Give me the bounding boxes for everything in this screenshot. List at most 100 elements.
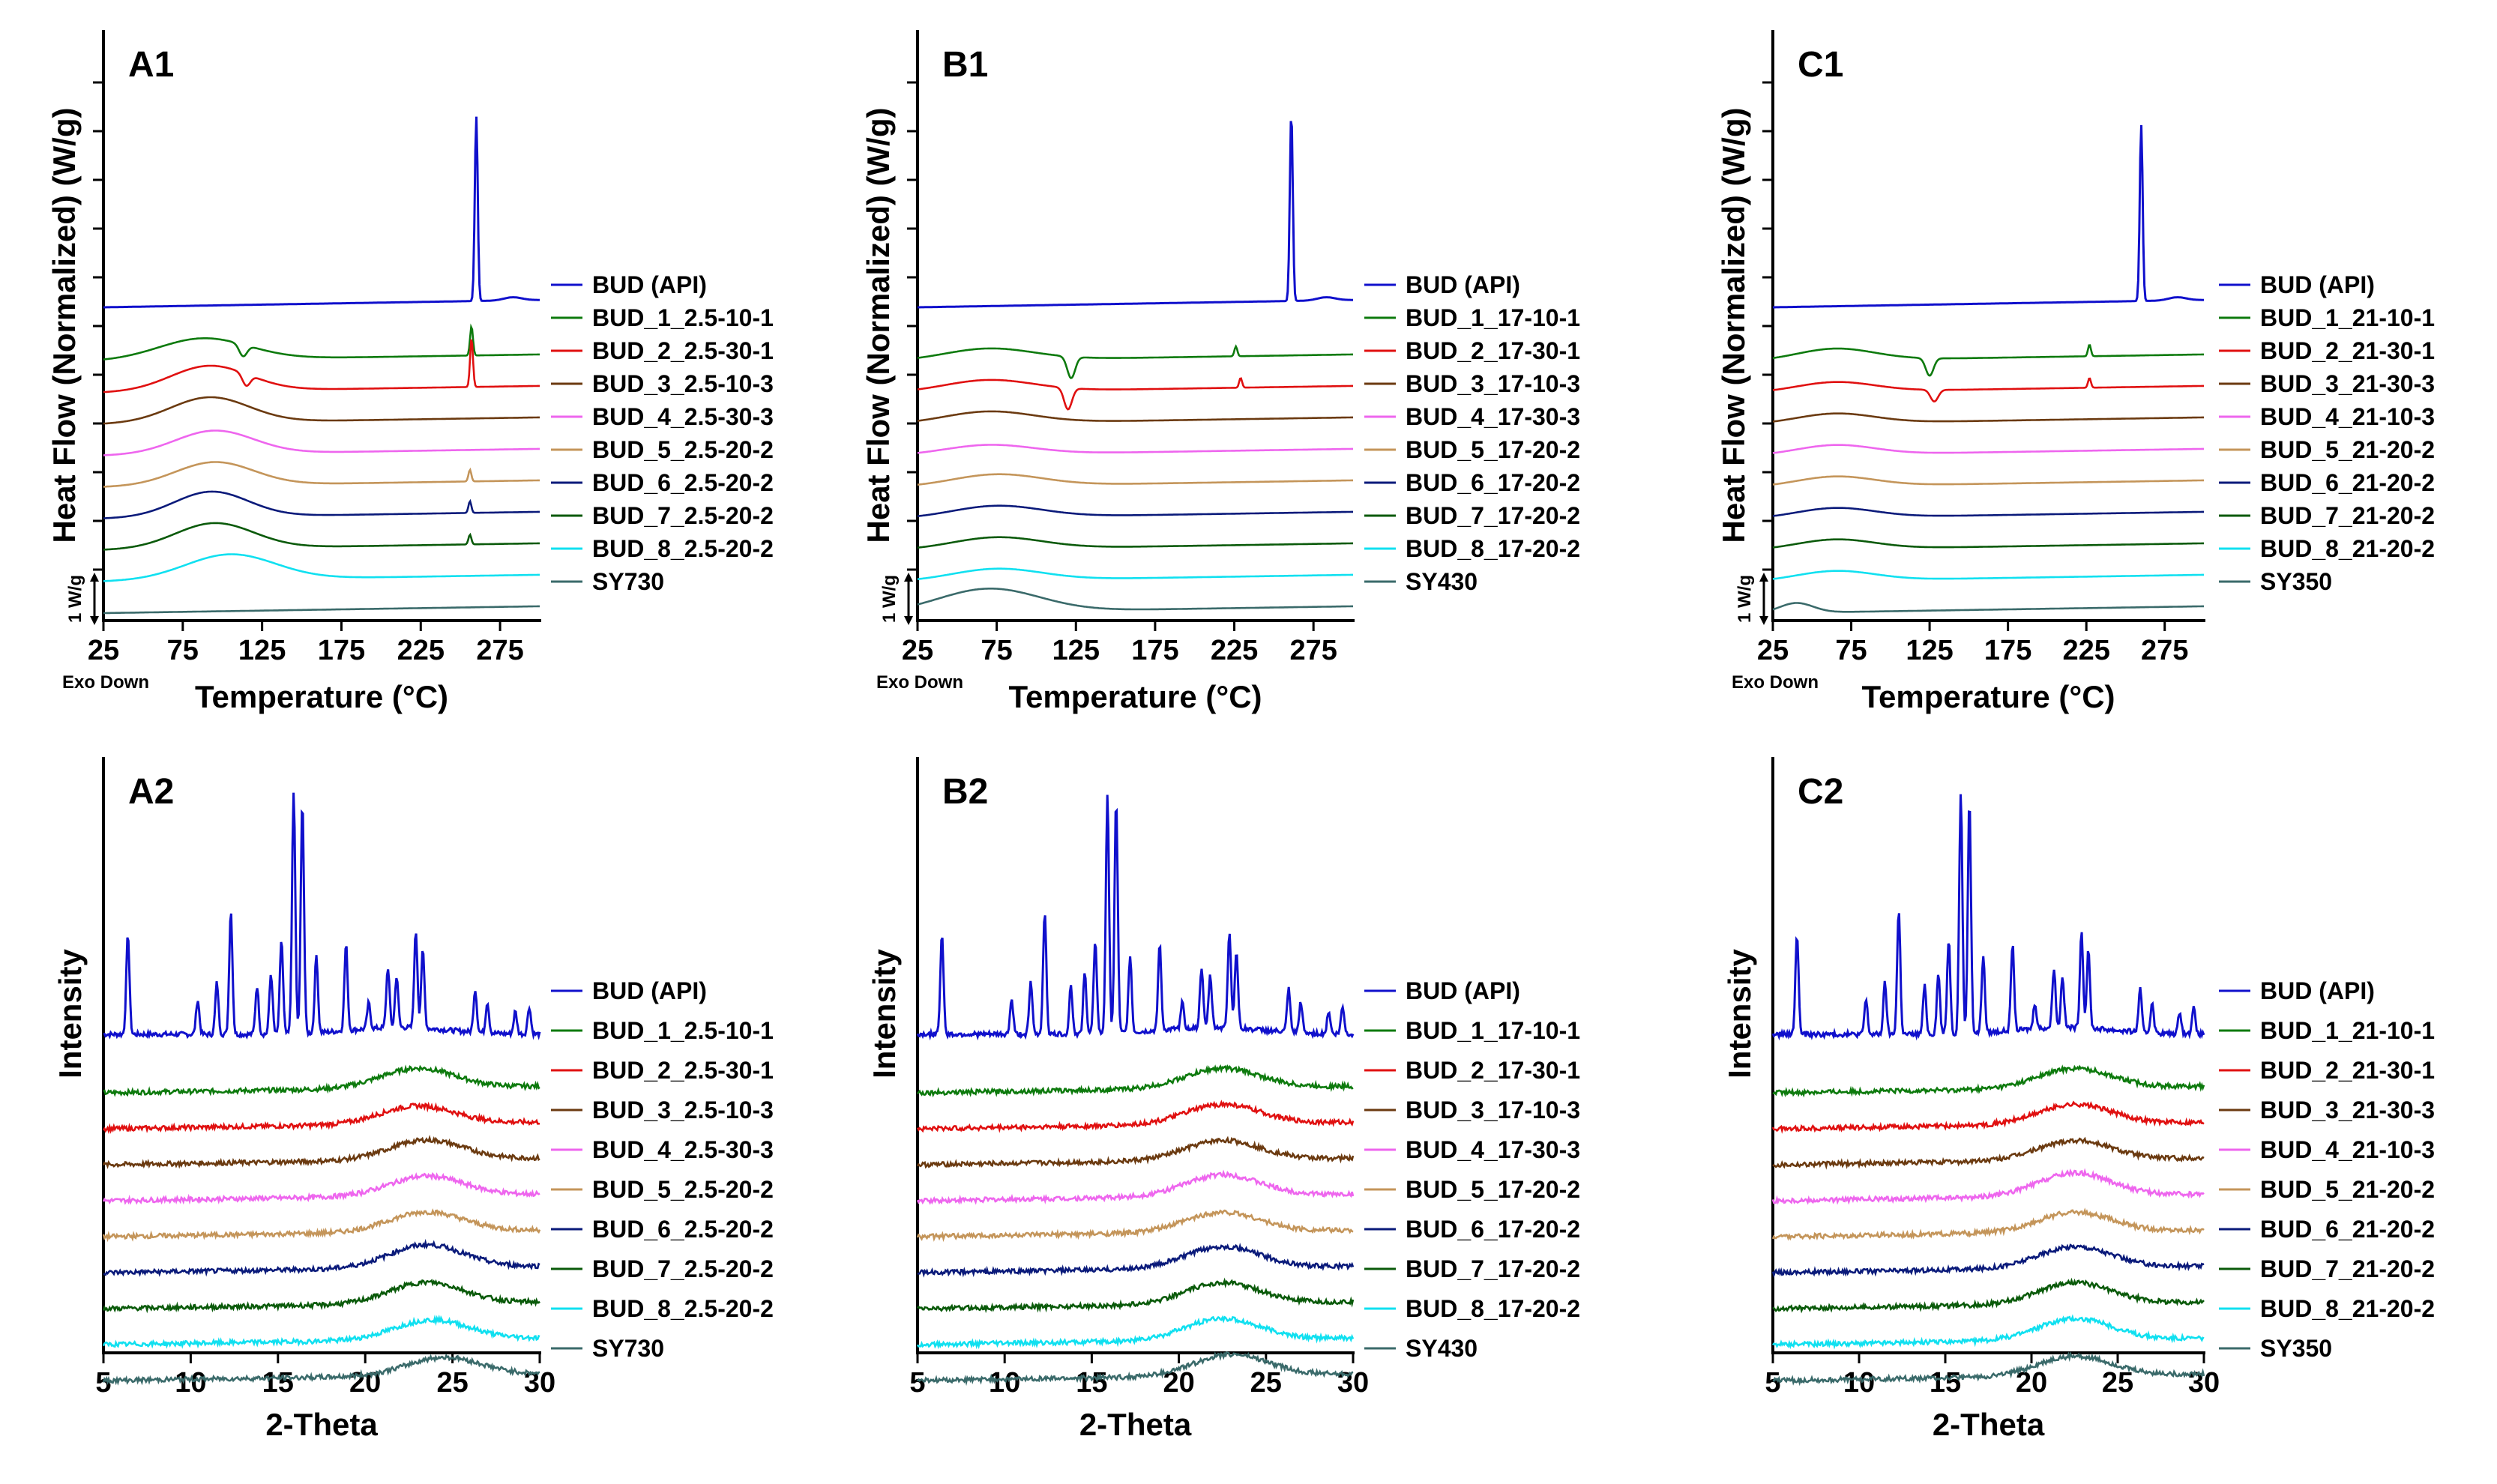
x-tick-label: 275 [1289, 635, 1337, 666]
x-tick-label: 10 [175, 1367, 206, 1399]
panel-title: C2 [1798, 772, 1843, 812]
x-tick-label: 5 [1765, 1367, 1780, 1399]
legend-label: BUD (API) [2260, 977, 2375, 1004]
series-line-SY350 [1772, 1351, 2205, 1387]
legend-label: BUD_2_21-30-1 [2260, 1057, 2435, 1084]
legend-label: BUD_8_2.5-20-2 [592, 1295, 774, 1322]
x-tick-label: 15 [1076, 1367, 1107, 1399]
legend-label: BUD_1_21-10-1 [2260, 1017, 2435, 1044]
series-line-BUD_5_17-20-2 [917, 473, 1353, 486]
series-line-BUD_2_21-30-1 [1771, 1100, 2205, 1134]
y-axis-label: Intensity [52, 949, 88, 1079]
scale-bar-arrow-down [904, 616, 913, 625]
series-line-BUD (API) [918, 121, 1353, 309]
legend-label: BUD (API) [592, 977, 707, 1004]
x-tick-label: 125 [238, 635, 286, 666]
y-axis-label: Heat Flow (Normalized) (W/g) [46, 108, 82, 543]
legend-label: BUD_4_17-30-3 [1406, 1136, 1580, 1163]
series-line-BUD_6_21-20-2 [1772, 507, 2204, 517]
series-line-BUD_4_2.5-30-3 [103, 429, 540, 456]
series-line-BUD_2_17-30-1 [916, 1100, 1355, 1133]
legend-label: BUD_1_2.5-10-1 [592, 1017, 774, 1044]
series-line-BUD_1_2.5-10-1 [103, 323, 540, 361]
legend-label: BUD_7_17-20-2 [1406, 502, 1580, 529]
series-line-BUD_5_21-20-2 [1772, 475, 2204, 486]
x-tick-label: 175 [1131, 635, 1178, 666]
panel-C1: 25 75 125 175 225 275 C1 Temperature (°C) Heat F… [1716, 30, 2435, 714]
x-tick-label: 75 [1835, 635, 1867, 666]
legend-label: BUD_1_17-10-1 [1406, 304, 1580, 331]
series-line-BUD_8_2.5-20-2 [103, 553, 540, 582]
series-line-BUD_1_2.5-10-1 [103, 1064, 540, 1097]
legend-label: BUD_6_21-20-2 [2260, 469, 2435, 496]
exo-note: Exo Down [62, 672, 149, 693]
series-line-BUD (API) [103, 792, 541, 1041]
series-line-BUD_7_21-20-2 [1772, 538, 2204, 549]
series-line-BUD_7_17-20-2 [917, 536, 1353, 549]
series-line-BUD_3_21-30-3 [1772, 412, 2204, 423]
legend-label: BUD_2_2.5-30-1 [592, 337, 774, 364]
x-tick-label: 25 [88, 635, 119, 666]
scale-bar-label: 1 W/g [1735, 575, 1755, 623]
series-line-BUD_7_17-20-2 [916, 1277, 1355, 1314]
x-axis-label: Temperature (°C) [195, 679, 448, 714]
y-axis-label: Heat Flow (Normalized) (W/g) [861, 108, 896, 543]
exo-note: Exo Down [1732, 672, 1819, 693]
series-line-BUD_8_17-20-2 [916, 1315, 1355, 1350]
series-line-SY350 [1772, 602, 2204, 613]
series-line-BUD_4_17-30-3 [916, 1169, 1355, 1205]
panel-A1: 25 75 125 175 225 275 A1 Temperature (°C) Heat F… [46, 30, 774, 714]
legend-label: BUD_1_2.5-10-1 [592, 304, 774, 331]
series-line-BUD_8_2.5-20-2 [102, 1314, 540, 1349]
x-tick-label: 5 [95, 1367, 111, 1399]
legend-label: BUD (API) [1406, 977, 1520, 1004]
x-tick-label: 25 [1757, 635, 1789, 666]
legend-label: BUD_5_17-20-2 [1406, 1176, 1580, 1203]
legend-label: BUD_2_21-30-1 [2260, 337, 2435, 364]
series-line-BUD_3_17-10-3 [916, 1135, 1355, 1169]
legend-label: BUD_5_21-20-2 [2260, 436, 2435, 463]
series-line-BUD_3_2.5-10-3 [102, 1135, 540, 1169]
y-axis-label: Heat Flow (Normalized) (W/g) [1716, 108, 1751, 543]
series-line-SY730 [102, 1353, 540, 1386]
legend-label: BUD_8_21-20-2 [2260, 1295, 2435, 1322]
series-line-BUD_1_21-10-1 [1772, 1064, 2205, 1098]
x-tick-label: 225 [397, 635, 445, 666]
x-tick-label: 10 [1843, 1367, 1875, 1399]
series-line-BUD_4_21-10-3 [1771, 1168, 2205, 1205]
x-axis-label: 2-Theta [1079, 1407, 1192, 1442]
legend-label: BUD_3_2.5-10-3 [592, 1097, 774, 1123]
legend-label: BUD_4_17-30-3 [1406, 403, 1580, 430]
legend-label: BUD_5_2.5-20-2 [592, 1176, 774, 1203]
x-tick-label: 175 [1984, 635, 2031, 666]
scale-bar-label: 1 W/g [65, 575, 85, 623]
series-line-BUD_6_2.5-20-2 [103, 1238, 540, 1277]
series-line-BUD_2_2.5-30-1 [103, 339, 540, 393]
scale-bar-arrow-down [1759, 616, 1768, 625]
scale-bar-arrow-up [90, 573, 99, 582]
series-line-BUD_8_21-20-2 [1771, 1314, 2205, 1350]
legend-label: SY430 [1406, 568, 1478, 595]
series-line-BUD_1_17-10-1 [916, 1064, 1354, 1098]
series-line-BUD_8_21-20-2 [1772, 570, 2204, 580]
legend-label: SY350 [2260, 568, 2332, 595]
x-tick-label: 15 [262, 1367, 294, 1399]
x-axis-label: 2-Theta [1933, 1407, 2045, 1442]
series-line-BUD_6_17-20-2 [917, 1243, 1355, 1278]
x-tick-label: 25 [902, 635, 933, 666]
x-axis-label: 2-Theta [265, 1407, 378, 1442]
y-axis-label: Intensity [1722, 949, 1757, 1079]
legend-label: BUD_3_2.5-10-3 [592, 370, 774, 397]
legend-label: BUD_7_21-20-2 [2260, 502, 2435, 529]
legend-label: BUD_5_21-20-2 [2260, 1176, 2435, 1203]
x-tick-label: 75 [981, 635, 1012, 666]
legend-label: BUD_7_2.5-20-2 [592, 502, 774, 529]
panel-title: A1 [128, 45, 174, 85]
series-line-BUD_3_17-10-3 [917, 410, 1353, 422]
x-axis-label: Temperature (°C) [1861, 679, 2115, 714]
series-line-BUD (API) [1771, 794, 2205, 1041]
series-line-BUD_3_2.5-10-3 [103, 396, 540, 425]
series-line-BUD_7_21-20-2 [1772, 1277, 2205, 1314]
legend-label: SY350 [2260, 1335, 2332, 1362]
